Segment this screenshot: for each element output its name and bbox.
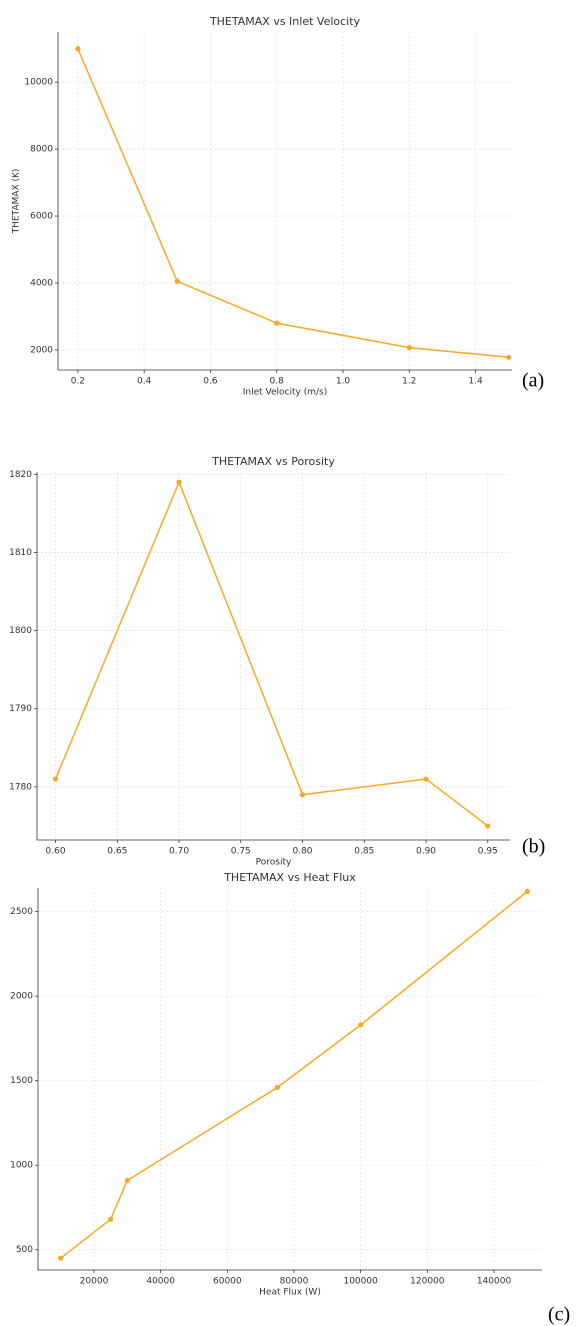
x-tick-label: 40000 (146, 1277, 175, 1287)
x-tick-label: 0.70 (169, 847, 189, 857)
data-point (124, 1177, 130, 1184)
y-tick-label: 1790 (9, 704, 32, 714)
y-tick-label: 1500 (10, 1076, 33, 1086)
data-point (274, 1084, 280, 1091)
axes (36, 472, 510, 841)
x-tick-label: 120000 (410, 1277, 445, 1287)
panel-label: (c) (548, 1304, 570, 1326)
y-tick-label: 1780 (9, 782, 32, 792)
data-point (299, 792, 306, 798)
x-tick-label: 0.60 (46, 847, 66, 857)
x-tick-label: 0.85 (354, 847, 374, 857)
x-tick-label: 0.6 (203, 377, 218, 387)
data-point (176, 479, 182, 485)
y-tick-label: 1000 (10, 1161, 33, 1171)
data-point (506, 354, 512, 360)
y-tick-label: 6000 (30, 212, 53, 222)
data-point (274, 320, 280, 326)
data-point (358, 1022, 364, 1028)
axes (37, 888, 542, 1271)
y-tick-label: 500 (16, 1245, 33, 1255)
data-point (75, 46, 81, 52)
data-point (58, 1255, 64, 1261)
x-tick-label: 0.65 (107, 847, 127, 857)
y-tick-label: 2000 (10, 992, 33, 1002)
x-tick-label: 60000 (213, 1277, 242, 1287)
y-tick-label: 2000 (30, 345, 53, 355)
x-tick-label: 0.90 (416, 847, 436, 857)
y-tick-label: 1810 (9, 548, 32, 558)
x-axis-label: Porosity (256, 858, 292, 868)
data-point (52, 776, 59, 782)
x-tick-label: 80000 (280, 1277, 309, 1287)
x-tick-label: 1.0 (336, 377, 351, 387)
axes (57, 32, 512, 371)
panel-label: (a) (522, 370, 544, 392)
x-tick-label: 140000 (477, 1277, 512, 1287)
y-tick-label: 4000 (30, 278, 53, 288)
x-tick-label: 1.4 (468, 377, 483, 387)
data-point (108, 1216, 114, 1222)
x-tick-label: 0.75 (231, 847, 251, 857)
y-tick-label: 1820 (9, 470, 32, 480)
data-point (485, 823, 491, 829)
x-tick-label: 0.80 (292, 847, 312, 857)
x-tick-label: 0.8 (270, 377, 285, 387)
data-line (54, 480, 489, 827)
y-axis-label: THETAMAX (K) (12, 169, 22, 235)
x-axis-label: Heat Flux (W) (259, 1288, 321, 1298)
chart-title: THETAMAX vs Heat Flux (223, 871, 356, 884)
x-tick-label: 100000 (343, 1277, 378, 1287)
y-tick-label: 1800 (9, 626, 32, 636)
chart-title: THETAMAX vs Porosity (211, 455, 335, 468)
panel-label: (b) (522, 836, 545, 858)
x-tick-label: 0.95 (478, 847, 498, 857)
x-axis-label: Inlet Velocity (m/s) (243, 388, 327, 398)
data-line (60, 890, 528, 1259)
data-point (174, 278, 180, 284)
y-tick-label: 2500 (10, 907, 33, 917)
data-point (524, 888, 530, 894)
data-point (423, 776, 429, 782)
data-line (77, 48, 509, 359)
x-tick-label: 0.4 (137, 377, 152, 387)
chart-title: THETAMAX vs Inlet Velocity (209, 15, 361, 28)
x-tick-label: 20000 (80, 1277, 109, 1287)
x-tick-label: 0.2 (71, 377, 85, 387)
data-point (406, 344, 412, 351)
y-tick-label: 8000 (30, 145, 53, 155)
y-tick-label: 10000 (24, 78, 53, 88)
x-tick-label: 1.2 (402, 377, 416, 387)
